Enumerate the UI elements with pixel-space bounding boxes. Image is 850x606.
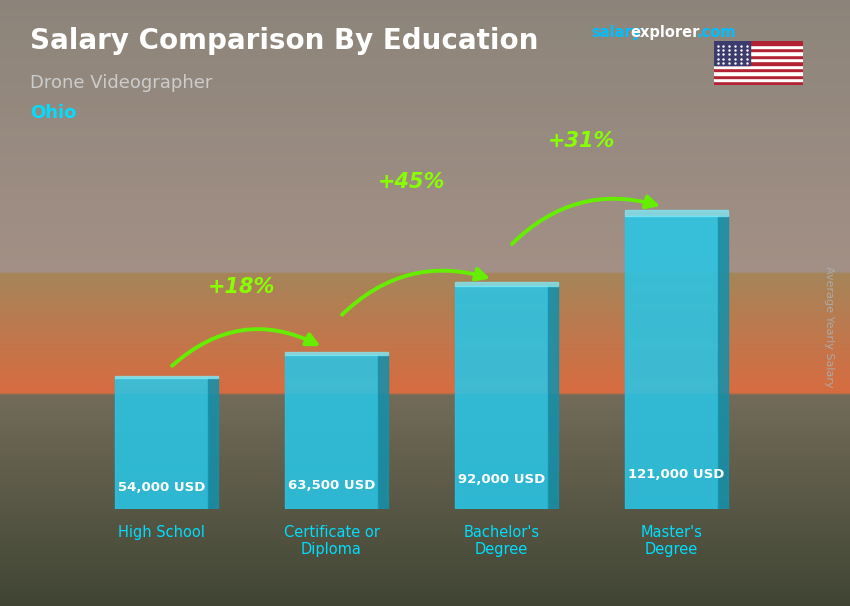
Bar [714, 78, 803, 81]
Text: Salary Comparison By Education: Salary Comparison By Education [30, 27, 538, 55]
Bar [714, 41, 750, 65]
Bar [714, 45, 803, 48]
Bar [714, 75, 803, 78]
Text: 92,000 USD: 92,000 USD [458, 473, 546, 487]
Text: .com: .com [697, 25, 736, 41]
Text: +18%: +18% [207, 276, 275, 296]
Bar [714, 65, 803, 68]
Bar [625, 216, 718, 509]
Bar [285, 355, 378, 509]
Text: 121,000 USD: 121,000 USD [628, 468, 724, 481]
Bar [548, 286, 558, 509]
Text: 54,000 USD: 54,000 USD [118, 481, 206, 494]
Bar [714, 68, 803, 72]
Bar [714, 61, 803, 65]
Bar [625, 210, 728, 216]
Text: Ohio: Ohio [30, 104, 76, 122]
Bar [285, 352, 388, 355]
Bar [714, 52, 803, 55]
Bar [455, 286, 548, 509]
Text: explorer: explorer [631, 25, 700, 41]
Bar [714, 41, 803, 45]
Text: salary: salary [591, 25, 641, 41]
Bar [455, 282, 558, 286]
Bar [378, 355, 388, 509]
Text: Drone Videographer: Drone Videographer [30, 74, 212, 92]
Bar [718, 216, 728, 509]
Bar [115, 378, 208, 509]
Bar [714, 55, 803, 58]
Bar [714, 81, 803, 85]
Bar [714, 48, 803, 52]
Text: Average Yearly Salary: Average Yearly Salary [824, 267, 834, 388]
Bar [714, 58, 803, 61]
Bar [208, 378, 218, 509]
Bar [115, 376, 218, 378]
Bar [714, 72, 803, 75]
Text: +31%: +31% [547, 132, 615, 152]
Text: +45%: +45% [377, 172, 445, 192]
Text: 63,500 USD: 63,500 USD [288, 479, 376, 492]
